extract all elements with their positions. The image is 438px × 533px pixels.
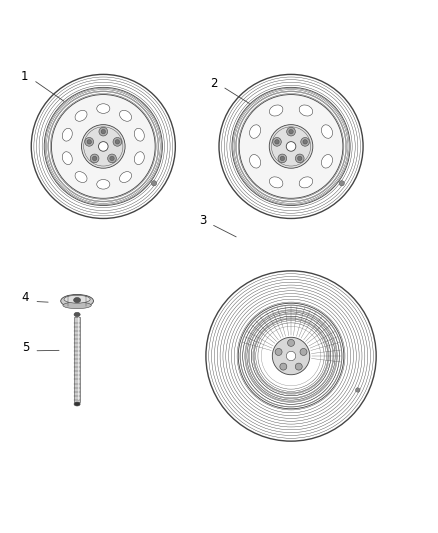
- Circle shape: [85, 138, 94, 146]
- Ellipse shape: [321, 125, 332, 138]
- Ellipse shape: [250, 155, 261, 168]
- Ellipse shape: [269, 105, 283, 116]
- Circle shape: [278, 154, 287, 163]
- Ellipse shape: [120, 110, 131, 122]
- Ellipse shape: [299, 105, 313, 116]
- Ellipse shape: [62, 128, 72, 141]
- Circle shape: [152, 181, 157, 186]
- Ellipse shape: [74, 297, 81, 303]
- Circle shape: [99, 127, 108, 136]
- Circle shape: [300, 349, 307, 356]
- Circle shape: [295, 154, 304, 163]
- Circle shape: [275, 140, 279, 144]
- Circle shape: [289, 130, 293, 134]
- Ellipse shape: [134, 152, 144, 165]
- Circle shape: [280, 363, 287, 370]
- Circle shape: [51, 94, 155, 198]
- Ellipse shape: [63, 302, 91, 309]
- Circle shape: [275, 349, 282, 356]
- Circle shape: [115, 140, 120, 144]
- Ellipse shape: [299, 177, 313, 188]
- Circle shape: [110, 156, 114, 160]
- Circle shape: [99, 142, 108, 151]
- Ellipse shape: [269, 177, 283, 188]
- Circle shape: [81, 125, 125, 168]
- Ellipse shape: [321, 155, 332, 168]
- Ellipse shape: [134, 128, 144, 141]
- Ellipse shape: [97, 180, 110, 189]
- Ellipse shape: [62, 152, 72, 165]
- Circle shape: [339, 181, 344, 186]
- Circle shape: [356, 388, 360, 392]
- Circle shape: [101, 130, 106, 134]
- Circle shape: [92, 156, 97, 160]
- Text: 3: 3: [199, 214, 206, 227]
- Ellipse shape: [250, 125, 261, 138]
- Ellipse shape: [64, 295, 90, 303]
- Circle shape: [286, 142, 296, 151]
- Circle shape: [272, 138, 281, 146]
- Circle shape: [286, 351, 296, 361]
- Circle shape: [295, 363, 302, 370]
- Text: 2: 2: [210, 77, 218, 90]
- Text: 1: 1: [21, 70, 28, 83]
- Circle shape: [297, 156, 302, 160]
- Ellipse shape: [61, 294, 93, 308]
- Circle shape: [108, 154, 117, 163]
- Ellipse shape: [75, 110, 87, 122]
- Text: 5: 5: [22, 341, 29, 354]
- Circle shape: [288, 340, 294, 346]
- Ellipse shape: [97, 104, 110, 114]
- Ellipse shape: [74, 402, 80, 406]
- Circle shape: [287, 127, 295, 136]
- Circle shape: [301, 138, 310, 146]
- Circle shape: [113, 138, 122, 146]
- Circle shape: [87, 140, 92, 144]
- Circle shape: [239, 94, 343, 198]
- Ellipse shape: [120, 172, 131, 182]
- Circle shape: [303, 140, 307, 144]
- Ellipse shape: [75, 172, 87, 182]
- Ellipse shape: [74, 312, 80, 317]
- FancyBboxPatch shape: [74, 317, 80, 402]
- Circle shape: [269, 125, 313, 168]
- Circle shape: [272, 337, 310, 375]
- Circle shape: [280, 156, 285, 160]
- Circle shape: [90, 154, 99, 163]
- Text: 4: 4: [22, 292, 29, 304]
